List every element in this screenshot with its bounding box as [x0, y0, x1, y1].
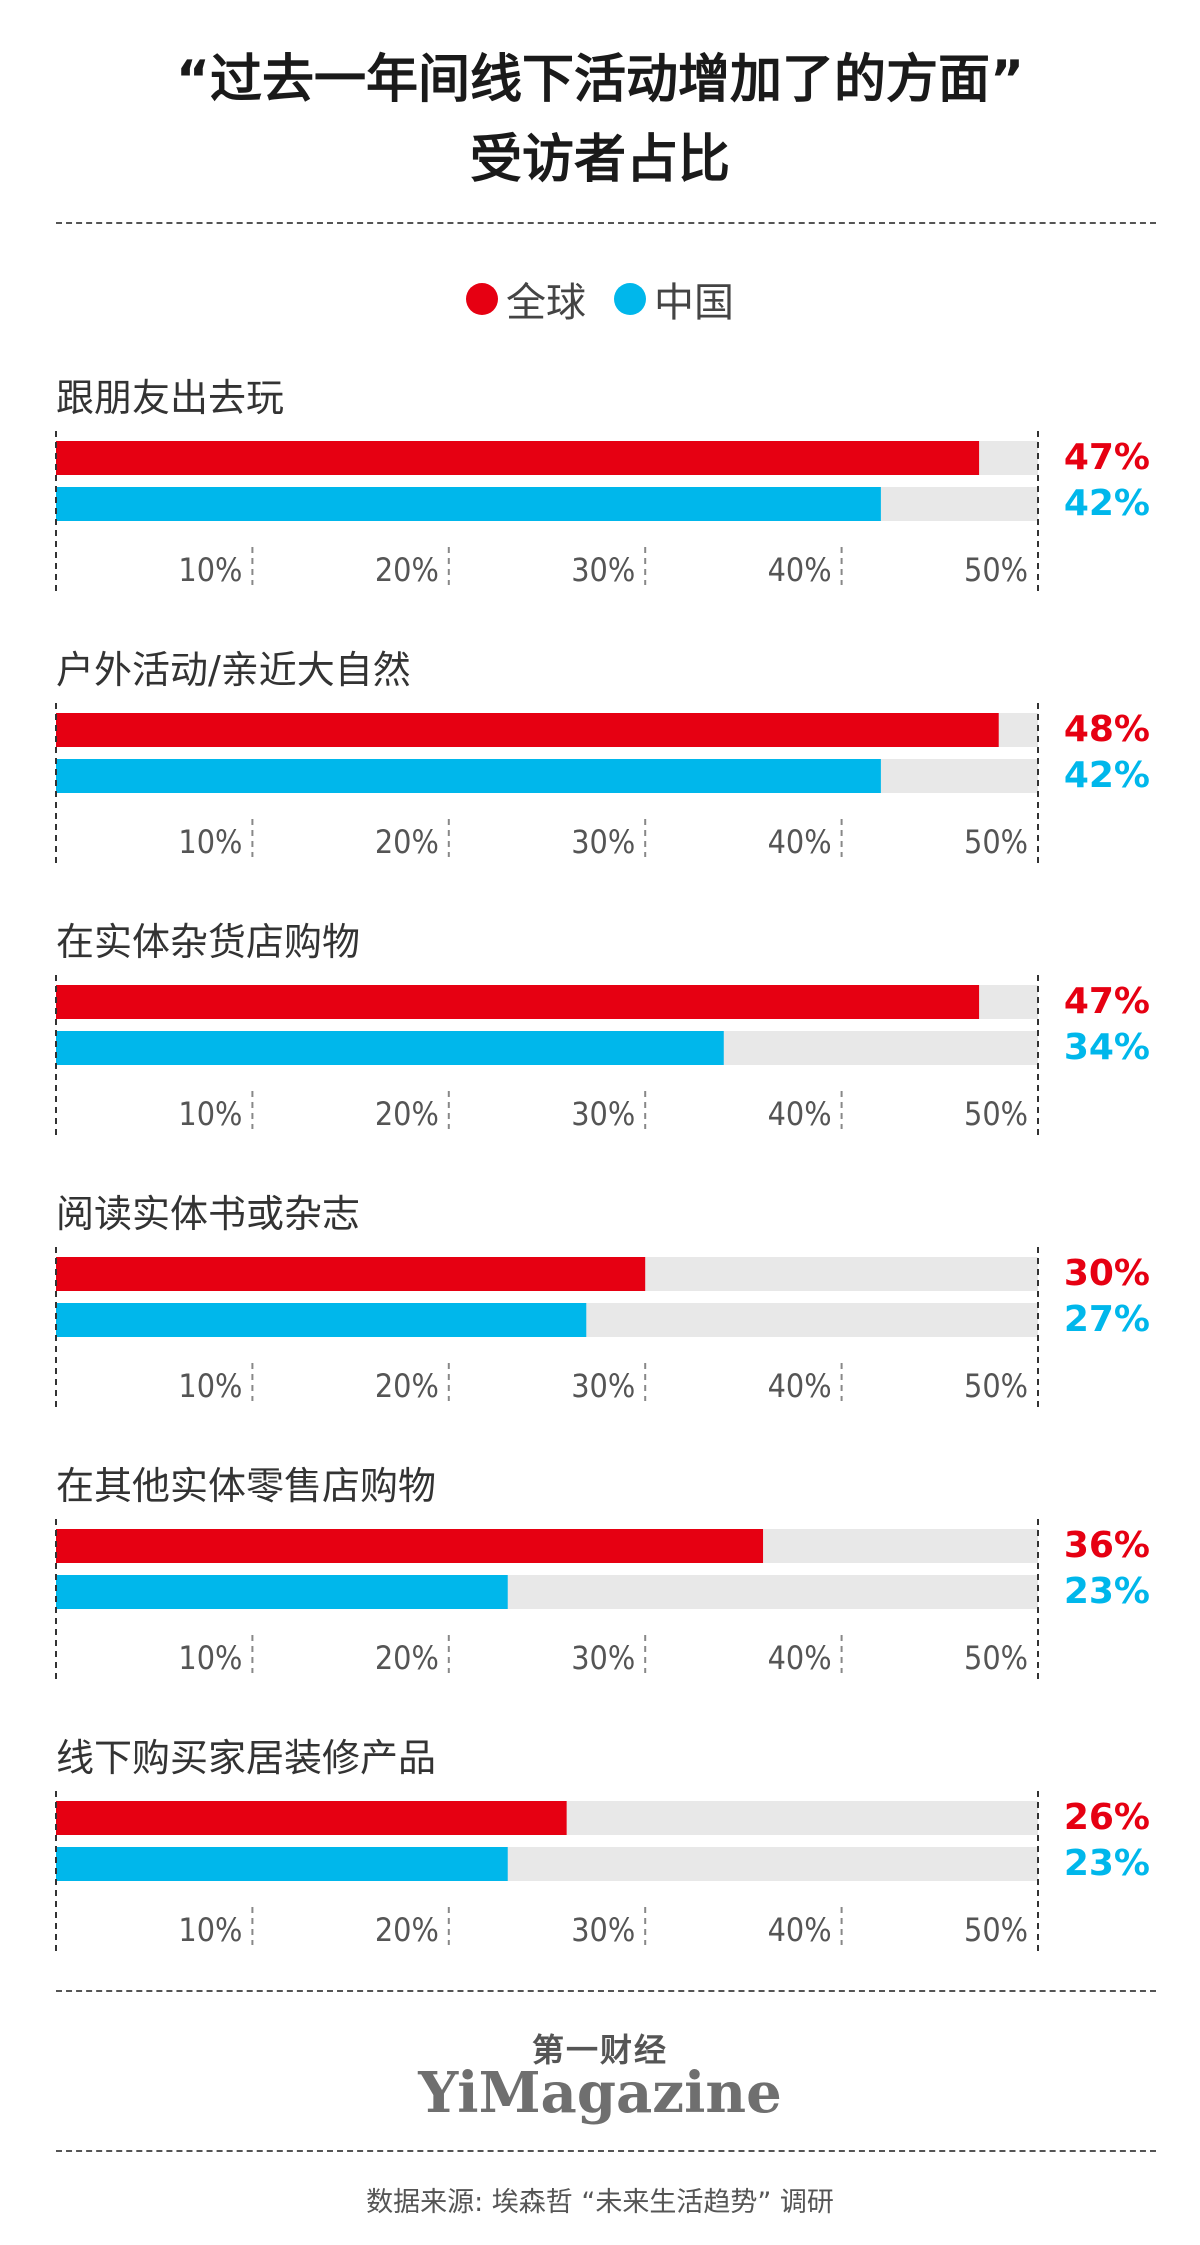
- tick-label: 10%: [178, 1367, 242, 1405]
- legend-label-china: 中国: [654, 280, 734, 326]
- bar-global: [56, 985, 980, 1019]
- bar-group: 线下购买家居装修产品 26% 23% 10% 20% 30% 40% 50%: [55, 1736, 1150, 1953]
- tick-label: 30%: [571, 1095, 635, 1133]
- value-label-global: 47%: [1064, 981, 1150, 1022]
- value-label-china: 23%: [1064, 1571, 1150, 1612]
- bar-china: [56, 487, 881, 521]
- value-label-global: 47%: [1064, 437, 1150, 478]
- logo-english: YiMagazine: [418, 2060, 782, 2126]
- tick-label: 20%: [375, 823, 439, 861]
- category-label: 阅读实体书或杂志: [56, 1192, 360, 1236]
- tick-label: 20%: [375, 1367, 439, 1405]
- tick-label: 30%: [571, 1911, 635, 1949]
- legend-swatch-china: [614, 283, 646, 315]
- data-source: 数据来源: 埃森哲 “未来生活趋势” 调研: [366, 2187, 834, 2218]
- tick-label: 30%: [571, 823, 635, 861]
- tick-label: 20%: [375, 1911, 439, 1949]
- value-label-global: 26%: [1064, 1797, 1150, 1838]
- tick-label: 20%: [375, 1095, 439, 1133]
- title-line-1: “过去一年间线下活动增加了的方面”: [175, 50, 1025, 110]
- bar-group: 在其他实体零售店购物 36% 23% 10% 20% 30% 40% 50%: [55, 1464, 1150, 1681]
- tick-label: 40%: [768, 551, 832, 589]
- tick-label: 10%: [178, 551, 242, 589]
- bottom-divider: [56, 1990, 1156, 1992]
- tick-label: 10%: [178, 1639, 242, 1677]
- legend-item-global: 全球: [466, 270, 586, 328]
- tick-label: 40%: [768, 1367, 832, 1405]
- category-label: 线下购买家居装修产品: [56, 1736, 436, 1780]
- legend: 全球 中国: [0, 270, 1200, 328]
- footer-divider: [56, 2150, 1156, 2152]
- value-label-china: 42%: [1064, 483, 1150, 524]
- tick-label: 10%: [178, 823, 242, 861]
- tick-label: 10%: [178, 1095, 242, 1133]
- bar-group: 户外活动/亲近大自然 48% 42% 10% 20% 30% 40% 50%: [55, 648, 1150, 865]
- bar-group: 在实体杂货店购物 47% 34% 10% 20% 30% 40% 50%: [55, 920, 1150, 1137]
- bar-china: [56, 1031, 724, 1065]
- tick-label: 50%: [964, 1911, 1028, 1949]
- legend-label-global: 全球: [506, 280, 586, 326]
- bar-group: 跟朋友出去玩 47% 42% 10% 20% 30% 40% 50%: [55, 376, 1150, 593]
- value-label-china: 27%: [1064, 1299, 1150, 1340]
- tick-label: 40%: [768, 1639, 832, 1677]
- tick-label: 10%: [178, 1911, 242, 1949]
- bar-global: [56, 1801, 567, 1835]
- tick-label: 20%: [375, 1639, 439, 1677]
- value-label-global: 30%: [1064, 1253, 1150, 1294]
- category-label: 跟朋友出去玩: [56, 376, 284, 420]
- tick-label: 50%: [964, 823, 1028, 861]
- bar-china: [56, 1847, 508, 1881]
- value-label-china: 23%: [1064, 1843, 1150, 1884]
- bar-group: 阅读实体书或杂志 30% 27% 10% 20% 30% 40% 50%: [55, 1192, 1150, 1409]
- tick-label: 50%: [964, 551, 1028, 589]
- chart-title: “过去一年间线下活动增加了的方面” 受访者占比: [0, 40, 1200, 200]
- tick-label: 30%: [571, 1367, 635, 1405]
- bar-china: [56, 759, 881, 793]
- logo-chinese: 第一财经: [531, 2031, 668, 2069]
- legend-swatch-global: [466, 283, 498, 315]
- tick-label: 40%: [768, 1095, 832, 1133]
- bar-global: [56, 441, 980, 475]
- category-label: 在其他实体零售店购物: [56, 1464, 436, 1508]
- tick-label: 40%: [768, 823, 832, 861]
- tick-label: 50%: [964, 1639, 1028, 1677]
- value-label-china: 34%: [1064, 1027, 1150, 1068]
- bar-global: [56, 1257, 646, 1291]
- tick-label: 50%: [964, 1367, 1028, 1405]
- value-label-global: 36%: [1064, 1525, 1150, 1566]
- category-label: 在实体杂货店购物: [56, 920, 360, 964]
- tick-label: 50%: [964, 1095, 1028, 1133]
- bar-global: [56, 1529, 764, 1563]
- title-line-2: 受访者占比: [469, 130, 730, 190]
- bar-global: [56, 713, 999, 747]
- legend-item-china: 中国: [614, 270, 734, 328]
- tick-label: 30%: [571, 551, 635, 589]
- value-label-global: 48%: [1064, 709, 1150, 750]
- tick-label: 20%: [375, 551, 439, 589]
- tick-label: 40%: [768, 1911, 832, 1949]
- tick-label: 30%: [571, 1639, 635, 1677]
- value-label-china: 42%: [1064, 755, 1150, 796]
- bar-china: [56, 1575, 508, 1609]
- bar-china: [56, 1303, 587, 1337]
- top-divider: [56, 222, 1156, 224]
- category-label: 户外活动/亲近大自然: [56, 648, 411, 692]
